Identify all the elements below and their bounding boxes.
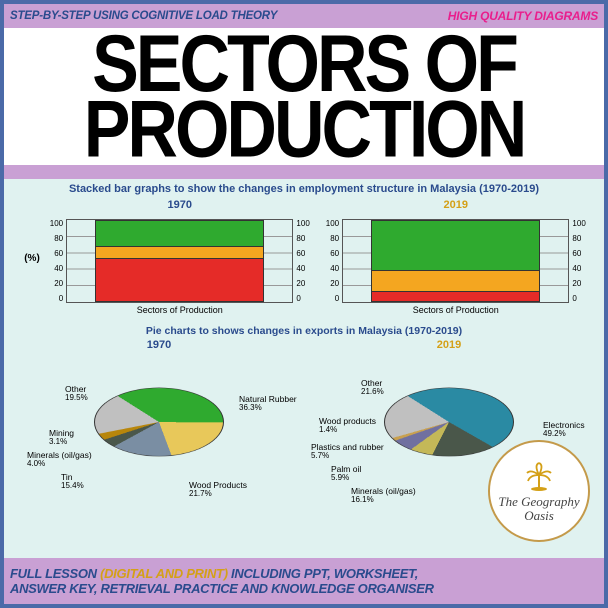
pie-2019 bbox=[384, 387, 514, 456]
bar-chart-1970: 100806040200 100806040200 bbox=[50, 211, 310, 303]
pie-label: Minerals (oil/gas)16.1% bbox=[351, 487, 416, 505]
bar-charts-row: (%) 1970 100806040200 100806040200 Secto… bbox=[10, 199, 598, 319]
bar-seg-primary bbox=[96, 258, 263, 300]
logo-badge: The Geography Oasis bbox=[488, 440, 590, 542]
pie-charts-title: Pie charts to shows changes in exports i… bbox=[10, 325, 598, 337]
axis-right-1970: 100806040200 bbox=[296, 219, 309, 303]
page-container: STEP-BY-STEP USING COGNITIVE LOAD THEORY… bbox=[0, 0, 608, 608]
bar-chart-2019: 100806040200 100806040200 bbox=[326, 211, 586, 303]
bar-year-2019: 2019 bbox=[444, 199, 468, 211]
logo-text-2: Oasis bbox=[524, 509, 554, 523]
bottom-banner: FULL LESSON (DIGITAL AND PRINT) INCLUDIN… bbox=[4, 558, 604, 604]
stacked-bar-2019 bbox=[371, 220, 540, 302]
pie-year-2019: 2019 bbox=[437, 339, 461, 351]
pie-panel-1970: 1970 Natural Rubber36.3%Wood Products21.… bbox=[19, 339, 299, 493]
axis-right-2019: 100806040200 bbox=[572, 219, 585, 303]
axis-left-1970: 100806040200 bbox=[50, 219, 63, 303]
x-label-2019: Sectors of Production bbox=[413, 305, 499, 315]
pie-1970 bbox=[94, 387, 224, 456]
pie-label: Other19.5% bbox=[65, 385, 88, 403]
bar-seg-tertiary bbox=[372, 221, 539, 271]
bar-panel-2019: 2019 100806040200 100806040200 Sectors o… bbox=[326, 199, 586, 319]
stacked-bar-1970 bbox=[95, 220, 264, 302]
logo-text-1: The Geography bbox=[498, 495, 579, 509]
bar-plot-1970 bbox=[66, 219, 293, 303]
pie-year-1970: 1970 bbox=[147, 339, 171, 351]
pie-label: Minerals (oil/gas)4.0% bbox=[27, 451, 92, 469]
palm-icon bbox=[522, 459, 556, 493]
pie-label: Other21.6% bbox=[361, 379, 384, 397]
pie-label: Electronics49.2% bbox=[543, 421, 585, 439]
bar-year-1970: 1970 bbox=[168, 199, 192, 211]
bar-seg-tertiary bbox=[96, 221, 263, 247]
main-title: SECTORS OFPRODUCTION bbox=[4, 31, 604, 163]
x-label-1970: Sectors of Production bbox=[137, 305, 223, 315]
pie-label: Mining3.1% bbox=[49, 429, 74, 447]
y-axis-label: (%) bbox=[24, 253, 40, 264]
title-block: SECTORS OFPRODUCTION bbox=[4, 28, 604, 165]
pie-label: Wood Products21.7% bbox=[189, 481, 247, 499]
pie-label: Plastics and rubber5.7% bbox=[311, 443, 384, 461]
bar-seg-secondary bbox=[96, 246, 263, 258]
bar-panel-1970: 1970 100806040200 100806040200 Sectors o… bbox=[50, 199, 310, 319]
pie-wrap-1970 bbox=[89, 353, 229, 493]
bottom-line-2: ANSWER KEY, RETRIEVAL PRACTICE AND KNOWL… bbox=[10, 581, 598, 596]
bar-seg-primary bbox=[372, 291, 539, 301]
bottom-line-1: FULL LESSON (DIGITAL AND PRINT) INCLUDIN… bbox=[10, 566, 598, 581]
pie-label: Palm oil5.9% bbox=[331, 465, 361, 483]
pie-label: Natural Rubber36.3% bbox=[239, 395, 297, 413]
stacked-bar-title: Stacked bar graphs to show the changes i… bbox=[10, 183, 598, 195]
bar-plot-2019 bbox=[342, 219, 569, 303]
axis-left-2019: 100806040200 bbox=[326, 219, 339, 303]
pie-label: Tin15.4% bbox=[61, 473, 84, 491]
bar-seg-secondary bbox=[372, 270, 539, 291]
pie-label: Wood products1.4% bbox=[319, 417, 376, 435]
